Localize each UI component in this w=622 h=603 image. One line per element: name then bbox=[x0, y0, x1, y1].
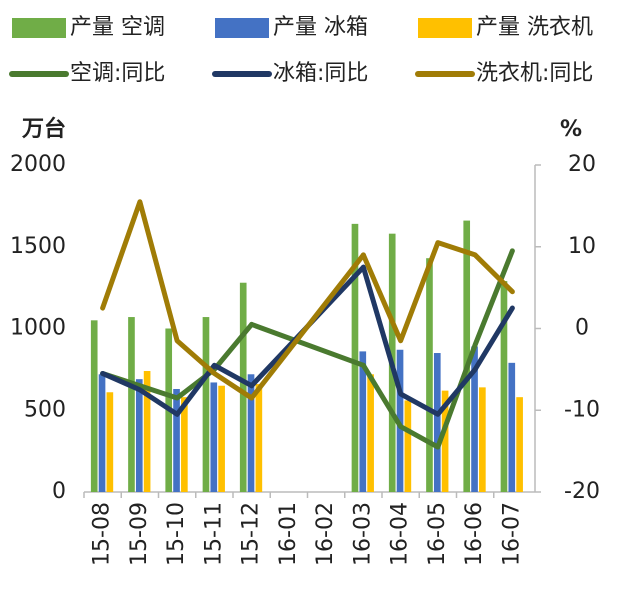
y-tick-label: 1000 bbox=[10, 316, 66, 341]
x-tick-label: 16-06 bbox=[462, 502, 487, 566]
bar bbox=[143, 371, 151, 492]
bar bbox=[90, 320, 98, 492]
bar bbox=[239, 282, 247, 492]
x-tick-label: 16-02 bbox=[313, 502, 338, 566]
bar bbox=[441, 390, 449, 492]
y2-tick-label: 10 bbox=[568, 234, 596, 259]
bar bbox=[135, 379, 143, 492]
legend-swatch bbox=[215, 18, 269, 38]
bar bbox=[359, 351, 367, 492]
legend-label: 冰箱:同比 bbox=[273, 61, 368, 86]
x-tick-label: 16-07 bbox=[499, 502, 524, 566]
legend-label: 产量 冰箱 bbox=[273, 15, 368, 40]
bar bbox=[106, 392, 114, 492]
bar bbox=[210, 382, 218, 492]
bar bbox=[500, 281, 508, 492]
y-tick-label: 0 bbox=[52, 479, 66, 504]
bar bbox=[202, 317, 210, 492]
bar bbox=[218, 385, 225, 492]
legend-label: 空调:同比 bbox=[70, 61, 165, 86]
y2-tick-label: -10 bbox=[564, 397, 600, 422]
bar bbox=[173, 388, 180, 492]
x-tick-label: 16-01 bbox=[276, 502, 301, 566]
bar bbox=[433, 353, 441, 492]
x-tick-label: 15-12 bbox=[239, 502, 264, 566]
bar bbox=[247, 374, 255, 492]
y-axis-label: 万台 bbox=[21, 116, 66, 142]
y-tick-label: 1500 bbox=[10, 234, 66, 259]
gap-bridge bbox=[249, 321, 366, 368]
bar bbox=[463, 220, 471, 492]
x-tick-label: 15-10 bbox=[164, 502, 189, 566]
bar bbox=[516, 397, 523, 492]
y-tick-label: 2000 bbox=[10, 152, 66, 177]
bar bbox=[426, 258, 433, 492]
y2-tick-label: 0 bbox=[575, 316, 589, 341]
bar bbox=[404, 400, 412, 492]
x-tick-label: 15-09 bbox=[127, 502, 152, 566]
legend-swatch bbox=[12, 18, 66, 38]
y2-tick-label: -20 bbox=[564, 479, 600, 504]
y2-axis-label: % bbox=[560, 117, 582, 142]
bar bbox=[351, 223, 359, 493]
y-tick-label: 500 bbox=[24, 397, 66, 422]
line bbox=[100, 248, 515, 450]
x-tick-label: 16-03 bbox=[350, 502, 375, 566]
bar bbox=[479, 387, 486, 492]
legend-swatch bbox=[418, 18, 472, 38]
x-tick-label: 15-08 bbox=[90, 502, 115, 566]
legend-label: 产量 洗衣机 bbox=[476, 15, 593, 40]
bar bbox=[128, 317, 135, 492]
x-tick-label: 15-11 bbox=[201, 502, 226, 566]
x-tick-label: 16-04 bbox=[388, 502, 413, 566]
legend-label: 洗衣机:同比 bbox=[476, 61, 593, 86]
legend-label: 产量 空调 bbox=[70, 15, 165, 40]
bar bbox=[181, 397, 188, 492]
bar bbox=[367, 374, 374, 492]
x-tick-label: 16-05 bbox=[425, 502, 450, 566]
bar bbox=[508, 362, 516, 492]
line bbox=[100, 264, 515, 417]
bar bbox=[98, 374, 106, 492]
bar bbox=[471, 346, 478, 492]
bar bbox=[255, 384, 263, 492]
line bbox=[100, 199, 515, 401]
gap-bridge bbox=[249, 252, 366, 401]
y2-tick-label: 20 bbox=[568, 152, 596, 177]
